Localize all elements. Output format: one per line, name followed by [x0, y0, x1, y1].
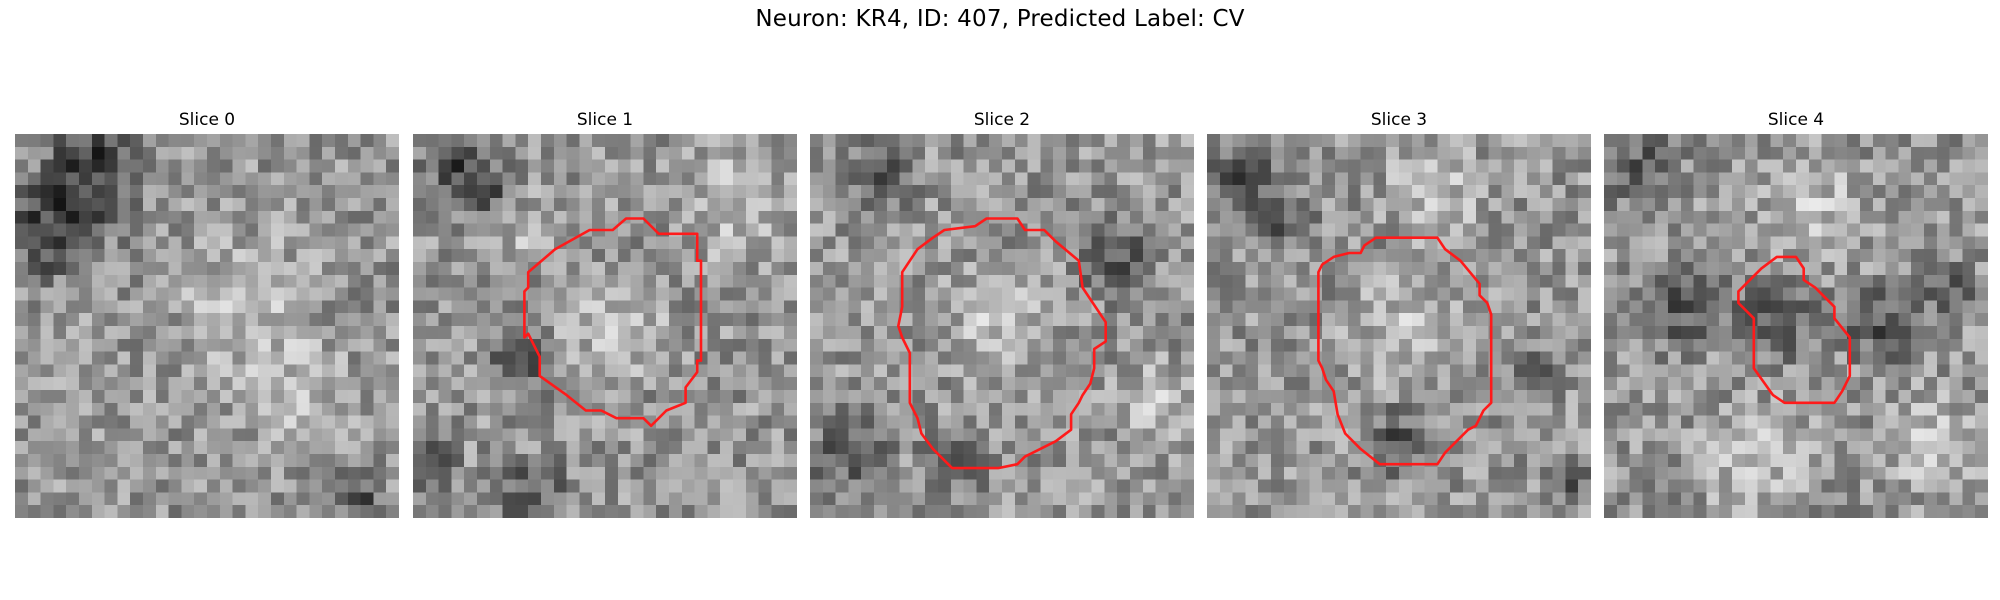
slice-image — [1207, 134, 1591, 518]
slice-image — [15, 134, 399, 518]
slice-panel-4: Slice 4 — [1604, 108, 1988, 518]
slice-panel-3: Slice 3 — [1207, 108, 1591, 518]
contour-overlay — [523, 217, 703, 428]
contour-overlay — [15, 134, 399, 518]
slice-title: Slice 4 — [1767, 110, 1825, 130]
slice-title: Slice 1 — [576, 110, 634, 130]
contour-overlay — [1317, 236, 1493, 466]
segmentation-contour — [1737, 255, 1852, 405]
segmentation-contour — [1317, 236, 1493, 466]
slice-image — [413, 134, 797, 518]
slice-panel-1: Slice 1 — [413, 108, 797, 518]
slice-title: Slice 3 — [1370, 110, 1428, 130]
slice-image — [810, 134, 1194, 518]
slice-image — [1604, 134, 1988, 518]
slice-title: Slice 0 — [178, 110, 236, 130]
slice-title: Slice 2 — [973, 110, 1031, 130]
segmentation-contour — [897, 217, 1108, 470]
slice-panel-2: Slice 2 — [810, 108, 1194, 518]
figure-title: Neuron: KR4, ID: 407, Predicted Label: C… — [755, 6, 1245, 32]
segmentation-contour — [523, 217, 703, 428]
slice-panel-0: Slice 0 — [15, 108, 399, 518]
contour-overlay — [1737, 255, 1852, 405]
contour-overlay — [897, 217, 1108, 470]
